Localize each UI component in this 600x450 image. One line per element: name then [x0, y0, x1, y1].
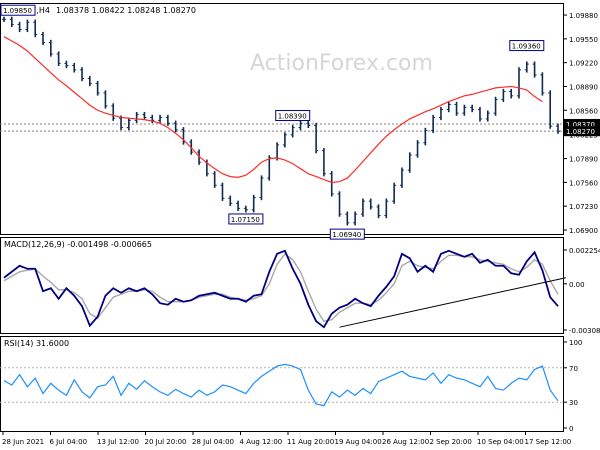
rsi-panel-frame [0, 336, 564, 432]
price-tick-label: 1.07560 [569, 179, 598, 187]
macd-tick-label: -0.003088 [569, 327, 600, 335]
price-annotations: 1.09850 1.08390 1.07150 1.06940 1.09360 [0, 4, 545, 240]
price-level-label: 1.08370 [566, 121, 595, 129]
price-tick-label: 1.06900 [569, 227, 598, 235]
macd-line [3, 249, 559, 329]
time-tick-label: 20 Jul 20:00 [145, 438, 187, 446]
time-tick-label: 28 Jul 04:00 [192, 438, 234, 446]
price-tick-label: 1.07890 [569, 156, 598, 164]
price-tick-label: 1.09220 [569, 60, 598, 68]
rsi-tick-label: 0 [569, 425, 573, 433]
price-level-box [564, 118, 600, 129]
price-tick-label: 1.08560 [569, 107, 598, 115]
price-annotation-box [509, 40, 545, 52]
price-bars [2, 16, 560, 226]
moving-average [3, 36, 543, 184]
price-annotation-label: 1.08390 [278, 113, 307, 121]
price-header-ohlc: 1.08378 1.08422 1.08248 1.08270 [56, 6, 196, 15]
macd-tick-label: 0.002254 [569, 247, 600, 255]
macd-trendline [339, 277, 566, 328]
price-annotation-box [228, 213, 264, 225]
price-annotation-box [275, 110, 311, 122]
price-tick-label: 1.07230 [569, 203, 598, 211]
price-tick-label: 1.09880 [569, 12, 598, 20]
time-tick-label: 10 Sep 04:00 [477, 438, 524, 446]
price-annotation-label: 1.07150 [231, 216, 260, 224]
time-tick-label: 13 Jul 12:00 [97, 438, 139, 446]
time-tick-label: 2 Sep 20:00 [430, 438, 472, 446]
time-tick-label: 19 Aug 04:00 [335, 438, 382, 446]
price-annotation-label: 1.09850 [3, 7, 32, 15]
time-tick-label: 26 Aug 12:00 [382, 438, 429, 446]
time-tick-label: 4 Aug 12:00 [240, 438, 283, 446]
macd-tick-label: 0.00 [569, 281, 585, 289]
moving-average-line [3, 36, 543, 184]
price-annotation-label: 1.09360 [512, 43, 541, 51]
rsi-tick-label: 100 [569, 339, 582, 347]
price-level-label: 1.08270 [566, 128, 595, 136]
price-panel-frame [0, 3, 564, 235]
time-axis: 28 Jun 2021 6 Jul 04:00 13 Jul 12:00 20 Jul… [2, 432, 571, 446]
time-tick-label: 28 Jun 2021 [2, 438, 44, 446]
macd-axis: 0.002254 0.00 -0.003088 [563, 247, 600, 335]
macd-header: MACD(12,26,9) -0.001498 -0.000665 [4, 240, 152, 249]
time-tick-label: 17 Sep 12:00 [525, 438, 572, 446]
rsi-tick-label: 30 [569, 399, 578, 407]
rsi-tick-label: 70 [569, 365, 578, 373]
price-level-box [564, 126, 600, 137]
rsi-line [3, 363, 559, 407]
price-annotation-box [0, 4, 36, 16]
macd-panel-frame [0, 237, 564, 334]
rsi-axis: 100 70 30 0 [563, 339, 582, 433]
macd-series [3, 249, 566, 329]
rsi-series [0, 363, 563, 407]
price-annotation-label: 1.06940 [332, 231, 361, 239]
price-annotation-box [329, 228, 365, 240]
watermark: ActionForex.com [250, 51, 433, 76]
price-tick-label: 1.08890 [569, 83, 598, 91]
price-tick-label: 1.09550 [569, 36, 598, 44]
time-tick-label: 11 Aug 20:00 [287, 438, 334, 446]
time-tick-label: 6 Jul 04:00 [50, 438, 88, 446]
rsi-header: RSI(14) 31.6000 [4, 339, 69, 348]
